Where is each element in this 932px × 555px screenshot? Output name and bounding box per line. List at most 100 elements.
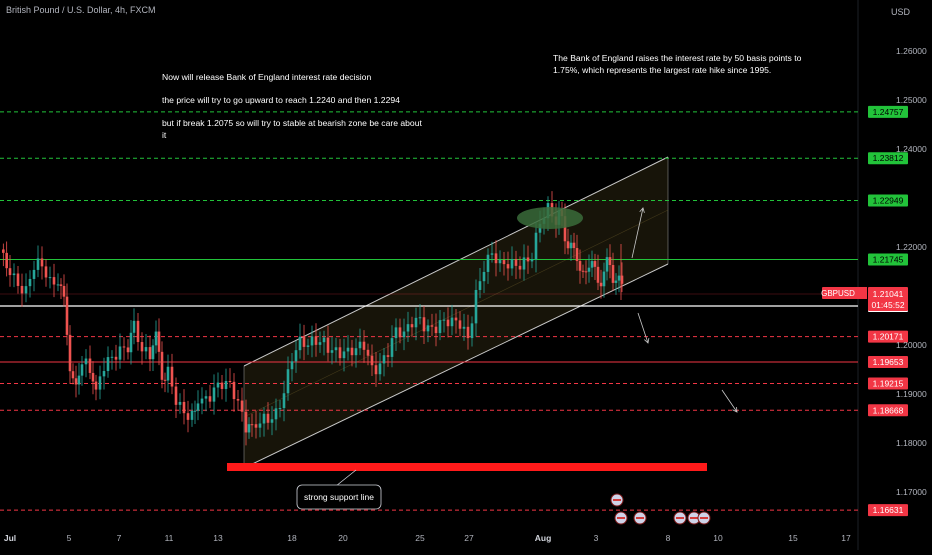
candle-body: [204, 396, 208, 399]
candle-body: [151, 345, 155, 360]
arrow-down-far-head: [732, 406, 738, 413]
candle-body: [212, 387, 216, 402]
time-tick-label: 25: [415, 533, 425, 543]
candle-body: [446, 319, 450, 327]
level-badge-label: 1.16631: [873, 505, 904, 515]
candle-body: [593, 261, 597, 267]
drawings: strong support line: [227, 207, 738, 510]
candle-body: [236, 399, 240, 401]
candle-body: [398, 327, 402, 338]
candle-body: [16, 273, 20, 286]
candle-body: [322, 337, 326, 343]
arrow-down: [637, 312, 649, 344]
candle-body: [587, 267, 591, 272]
candle-body: [62, 285, 66, 297]
left-annotation[interactable]: Now will release Bank of England interes…: [162, 71, 427, 141]
candle-body: [422, 317, 426, 332]
level-badge-label: 1.22949: [873, 195, 904, 205]
candle-body: [526, 257, 530, 262]
candle-body: [20, 285, 24, 294]
candle-body: [208, 396, 212, 402]
candle-body: [350, 347, 354, 356]
candle-body: [382, 355, 386, 364]
candle-body: [216, 382, 220, 388]
channel-upper-line: [243, 156, 669, 367]
candle-body: [68, 334, 72, 372]
candle-body: [406, 324, 410, 332]
price-tick-label: 1.18000: [896, 438, 927, 448]
symbol-badge: [822, 286, 856, 299]
candle-body: [394, 327, 398, 339]
level-badge: [868, 377, 908, 390]
symbol-badge-bg: [854, 286, 867, 299]
candle-body: [458, 320, 462, 329]
level-badge-label: 1.24757: [873, 107, 904, 117]
time-tick-label: 11: [165, 533, 174, 543]
candle-body: [262, 413, 266, 424]
candle-body: [530, 259, 534, 262]
candle-body: [94, 381, 98, 390]
candle-body: [84, 358, 88, 365]
level-badge: [868, 330, 908, 343]
arrow-up: [631, 207, 644, 259]
support-callout-box: [296, 484, 382, 510]
time-tick-label: 3: [594, 533, 599, 543]
candle-body: [338, 347, 342, 359]
candle-body: [430, 325, 434, 327]
candle-body: [224, 380, 228, 389]
candle-body: [136, 320, 140, 343]
candle-body: [596, 266, 600, 283]
candle-body: [584, 271, 588, 273]
level-badge: [868, 253, 908, 266]
candle-body: [330, 350, 334, 353]
price-tick-label: 1.24000: [896, 144, 927, 154]
candle-body: [414, 317, 418, 328]
time-tick-label: Aug: [535, 533, 552, 543]
candle-body: [314, 336, 318, 345]
candle-body: [80, 364, 84, 376]
price-tick-label: 1.22000: [896, 242, 927, 252]
candle-body: [534, 232, 538, 260]
candle-body: [514, 259, 518, 266]
right-annotation[interactable]: The Bank of England raises the interest …: [553, 53, 802, 75]
candle-body: [438, 320, 442, 334]
candle-body: [258, 423, 262, 428]
candle-body: [608, 257, 612, 266]
candle-body: [620, 275, 624, 284]
candle-body: [581, 270, 585, 272]
economic-events: [610, 493, 711, 525]
candle-body: [310, 336, 314, 346]
candle-body: [157, 331, 161, 352]
time-tick-label: 20: [338, 533, 348, 543]
candle-body: [466, 326, 470, 339]
candle-body: [522, 257, 526, 270]
event-flag-stripe: [613, 499, 621, 501]
candle-body: [193, 410, 197, 412]
candle-body: [286, 369, 290, 394]
arrow-up-head: [639, 207, 645, 213]
strong-support-bar: [227, 463, 707, 471]
current-price-value: 1.21041: [873, 289, 904, 299]
candle-body: [52, 277, 56, 285]
price-tick-label: 1.20000: [896, 340, 927, 350]
candle-body: [190, 410, 194, 420]
price-tick-label: 1.26000: [896, 46, 927, 56]
time-tick-label: 5: [67, 533, 72, 543]
price-axis: 1.26000 1.25000 1.24000 1.22000 1.20000 1.190…: [896, 46, 927, 497]
candle-body: [166, 366, 170, 381]
candle-body: [48, 277, 52, 279]
candle-body: [599, 282, 603, 287]
candle-body: [482, 271, 486, 282]
candle-body: [160, 351, 164, 380]
candle-body: [77, 375, 81, 385]
channel-lower-line: [243, 263, 669, 469]
candle-body: [32, 269, 36, 279]
price-tick-label: 1.19000: [896, 389, 927, 399]
symbol-label: GBPUSD: [821, 289, 855, 298]
candle-body: [498, 260, 502, 264]
candle-body: [566, 241, 570, 249]
level-badge: [868, 152, 908, 165]
candle-body: [144, 347, 148, 352]
